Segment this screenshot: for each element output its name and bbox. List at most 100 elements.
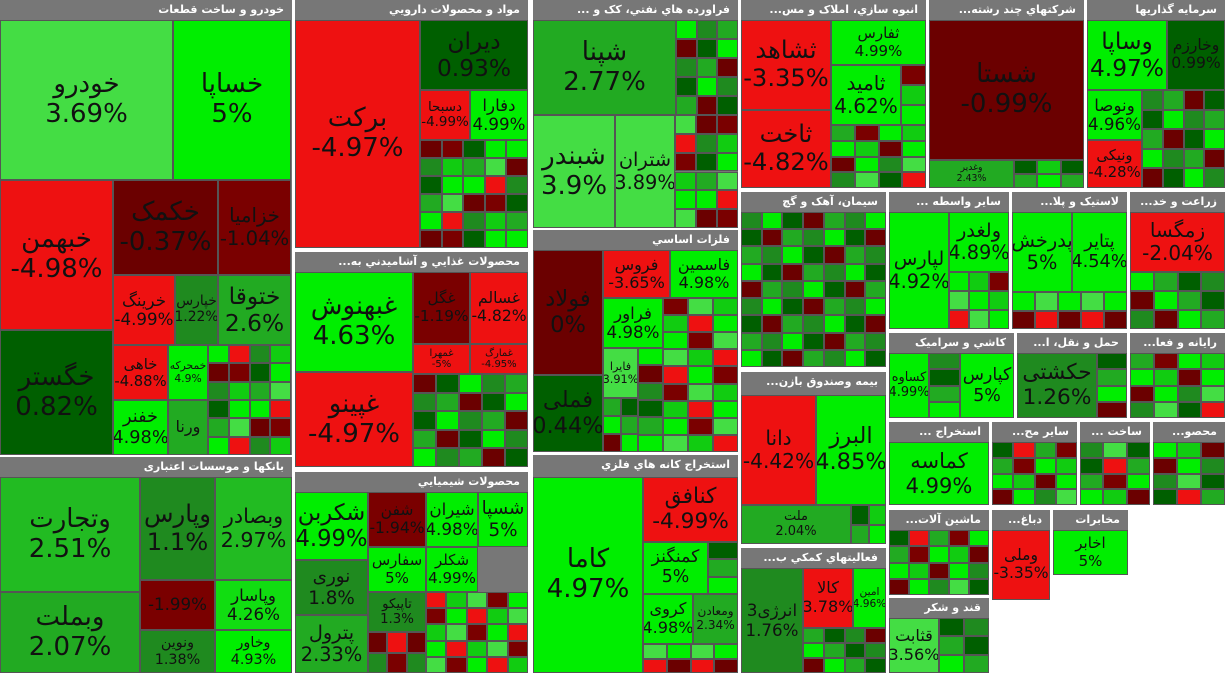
small-tile bbox=[1153, 291, 1178, 310]
small-tile bbox=[989, 272, 1009, 291]
stock-name: شتران bbox=[618, 148, 672, 172]
stock-change: -4.99% bbox=[421, 115, 469, 130]
sector-title: ساير واسطه ... bbox=[916, 195, 1001, 208]
small-tile bbox=[782, 298, 804, 316]
small-tile bbox=[717, 171, 738, 191]
small-tile bbox=[270, 418, 291, 437]
small-tile bbox=[446, 592, 467, 609]
stock-name: ولغدر bbox=[956, 218, 1002, 242]
small-tile bbox=[638, 434, 663, 452]
stock-change: -4.28% bbox=[1088, 164, 1141, 181]
small-tile bbox=[1183, 129, 1205, 149]
small-tile bbox=[1177, 473, 1201, 490]
small-tile bbox=[696, 209, 717, 228]
stock-name: شکربن bbox=[297, 499, 366, 526]
small-tile bbox=[865, 349, 886, 367]
small-tile bbox=[1103, 489, 1127, 505]
stock-change: -4.98% bbox=[10, 254, 103, 284]
stock-change: 0.82% bbox=[15, 391, 98, 422]
small-tile bbox=[1204, 148, 1225, 169]
small-tile bbox=[675, 209, 696, 228]
small-tile bbox=[854, 172, 879, 188]
small-tile bbox=[717, 58, 738, 77]
stock-name: اخابر bbox=[1075, 534, 1106, 553]
stock-name: دانا bbox=[765, 425, 792, 450]
small-tile bbox=[441, 158, 464, 176]
stock-tile: شبندر 3.9% bbox=[533, 115, 615, 228]
small-tile bbox=[463, 176, 485, 194]
small-tile bbox=[717, 96, 738, 115]
small-tile bbox=[487, 592, 508, 609]
small-tile bbox=[803, 349, 824, 367]
small-tile bbox=[676, 96, 697, 115]
small-tile bbox=[1055, 442, 1077, 458]
small-tile bbox=[761, 212, 783, 230]
stock-tile: ملت 2.04% bbox=[741, 505, 851, 544]
stock-tile: وخاور 4.93% bbox=[215, 630, 292, 673]
small-tile bbox=[505, 411, 528, 430]
stock-name: غبهنوش bbox=[310, 291, 398, 322]
small-tile bbox=[717, 115, 738, 134]
stock-name: وپارس bbox=[144, 499, 211, 528]
small-tile bbox=[208, 436, 229, 455]
stock-tile: شسپا 5% bbox=[478, 492, 528, 547]
small-tile bbox=[713, 332, 738, 350]
small-tile bbox=[675, 152, 696, 172]
sector-title: سرمايه گذاريها bbox=[1135, 3, 1217, 16]
small-tile bbox=[436, 429, 459, 449]
small-tile bbox=[989, 291, 1009, 310]
small-tile bbox=[901, 85, 926, 105]
small-tile bbox=[714, 658, 738, 673]
stock-tile: وخارزم 0.99% bbox=[1167, 20, 1225, 90]
small-tile bbox=[690, 644, 715, 659]
stock-tile: خمحرکه 4.9% bbox=[168, 345, 208, 400]
small-tile bbox=[1153, 310, 1178, 329]
small-tile bbox=[761, 229, 783, 247]
small-tile bbox=[1035, 310, 1058, 329]
small-tile bbox=[426, 608, 447, 625]
small-tile bbox=[1142, 109, 1163, 130]
small-tile bbox=[1204, 109, 1225, 130]
small-tile bbox=[929, 401, 960, 418]
small-tile bbox=[1130, 353, 1154, 370]
small-tile bbox=[484, 212, 507, 230]
sector-title: شرکتهاي چند رشته... bbox=[958, 3, 1076, 16]
small-tile bbox=[1034, 489, 1056, 505]
small-tile bbox=[823, 280, 845, 299]
sector-title: لاستيک و پلا... bbox=[1040, 195, 1119, 208]
small-tile bbox=[1204, 129, 1225, 149]
sector-title: فلزات اساسي bbox=[652, 233, 730, 246]
sector-title: رايانه و فعا... bbox=[1143, 336, 1217, 349]
small-tile bbox=[803, 212, 824, 230]
stock-name: وخاور bbox=[236, 635, 271, 652]
small-tile bbox=[1201, 457, 1225, 474]
small-tile bbox=[666, 644, 691, 659]
small-tile bbox=[803, 643, 824, 658]
small-tile bbox=[420, 212, 442, 230]
small-tile bbox=[620, 434, 638, 452]
stock-name: ونوصا bbox=[1094, 95, 1135, 115]
small-tile bbox=[878, 140, 903, 157]
stock-change: 3.56% bbox=[889, 644, 939, 664]
small-tile bbox=[676, 77, 697, 96]
stock-tile: ثاخت -4.82% bbox=[741, 110, 831, 188]
small-tile bbox=[713, 400, 738, 418]
small-tile bbox=[992, 442, 1014, 458]
small-tile bbox=[803, 628, 824, 643]
small-tile bbox=[406, 652, 426, 673]
small-tile bbox=[1153, 489, 1177, 505]
small-tile bbox=[436, 374, 459, 393]
stock-name: وغدیر bbox=[960, 162, 983, 174]
stock-tile: دانا -4.42% bbox=[741, 395, 816, 505]
stock-name: ومعادن bbox=[697, 604, 734, 619]
small-tile bbox=[688, 315, 713, 333]
small-tile bbox=[676, 39, 697, 58]
small-tile bbox=[1177, 457, 1201, 474]
small-tile bbox=[761, 349, 783, 367]
small-tile bbox=[714, 644, 738, 659]
stock-tile: غمهرا -5% bbox=[413, 344, 470, 374]
small-tile bbox=[1103, 473, 1127, 490]
small-tile bbox=[228, 436, 250, 455]
small-tile bbox=[413, 448, 436, 467]
small-tile bbox=[696, 133, 717, 153]
